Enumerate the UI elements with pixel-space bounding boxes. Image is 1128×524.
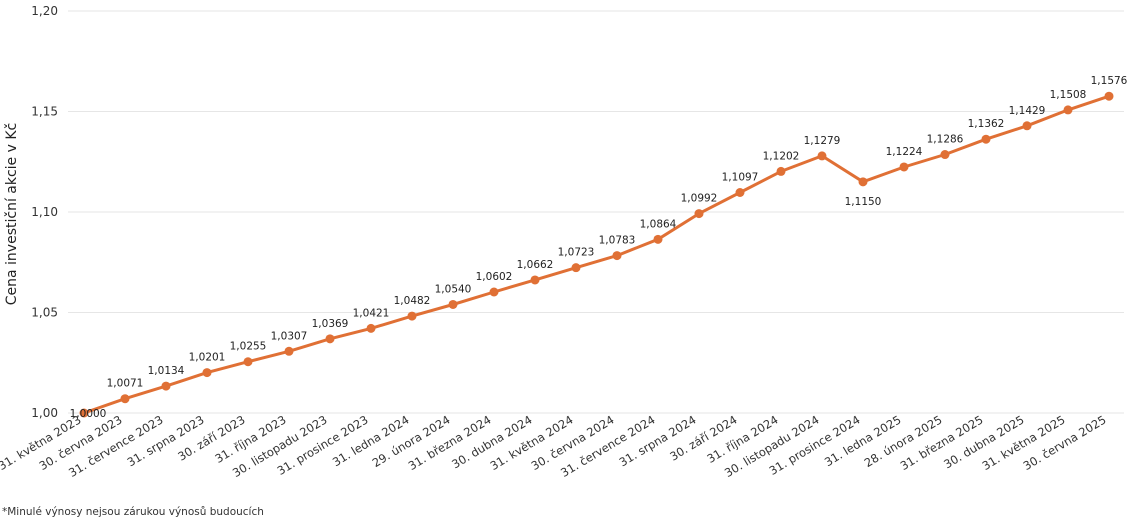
data-labels: 1,0000 1,0071 1,0134 1,0201 1,0255 1,0307 1,03… [70, 75, 1128, 420]
data-label: 1,0662 [517, 259, 554, 271]
data-points [79, 91, 1114, 418]
data-label: 1,1279 [804, 135, 841, 147]
data-point [161, 381, 171, 391]
data-point [202, 368, 212, 378]
data-point [899, 162, 909, 172]
data-label: 1,0540 [435, 283, 472, 295]
series-line [83, 94, 1110, 415]
data-label: 1,0369 [312, 318, 349, 330]
y-axis-label: Cena investiční akcie v Kč [4, 123, 20, 306]
data-label: 1,0201 [189, 352, 226, 364]
data-label: 1,1362 [968, 118, 1005, 130]
data-point [571, 263, 581, 273]
data-point [407, 311, 417, 321]
y-axis-ticks: 1,00 1,05 1,10 1,15 1,20 [31, 4, 58, 420]
grid-lines [68, 10, 1124, 414]
data-label: 1,1097 [722, 172, 759, 184]
data-point [981, 134, 991, 144]
data-label: 1,1150 [845, 196, 882, 208]
data-label: 1,1286 [927, 134, 964, 146]
data-label: 1,0783 [599, 235, 636, 247]
y-tick-label: 1,10 [31, 205, 58, 219]
data-label: 1,1429 [1009, 105, 1046, 117]
data-point [79, 408, 89, 418]
data-point [1063, 105, 1073, 115]
data-point [325, 334, 335, 344]
data-label: 1,0864 [640, 218, 677, 230]
data-point [1104, 91, 1114, 101]
data-point [735, 188, 745, 198]
data-point [694, 209, 704, 219]
data-point [858, 177, 868, 187]
data-label: 1,0602 [476, 271, 513, 283]
data-point [776, 166, 786, 176]
data-point [448, 299, 458, 309]
data-point [489, 287, 499, 297]
data-point [653, 234, 663, 244]
data-point [366, 323, 376, 333]
data-label: 1,0307 [271, 330, 308, 342]
data-point [120, 394, 130, 404]
data-point [1022, 121, 1032, 131]
data-label: 1,0255 [230, 341, 267, 353]
data-label: 1,0723 [558, 247, 595, 259]
data-point [243, 357, 253, 367]
data-label: 1,0992 [681, 193, 718, 205]
data-point [284, 346, 294, 356]
data-label: 1,0071 [107, 378, 144, 390]
data-label: 1,0421 [353, 307, 390, 319]
data-label: 1,0482 [394, 295, 431, 307]
y-tick-label: 1,20 [31, 4, 58, 18]
data-label: 1,1224 [886, 146, 923, 158]
footnote: *Minulé výnosy nejsou zárukou výnosů bud… [2, 506, 264, 518]
data-point [817, 151, 827, 161]
data-label: 1,0000 [70, 408, 107, 420]
data-label: 1,1508 [1050, 89, 1087, 101]
data-point [940, 150, 950, 160]
y-tick-label: 1,00 [31, 406, 58, 420]
y-tick-label: 1,15 [31, 105, 58, 119]
data-point [530, 275, 540, 285]
data-label: 1,0134 [148, 365, 185, 377]
data-label: 1,1576 [1091, 75, 1128, 87]
data-point [612, 251, 622, 261]
y-tick-label: 1,05 [31, 306, 58, 320]
data-label: 1,1202 [763, 150, 800, 162]
